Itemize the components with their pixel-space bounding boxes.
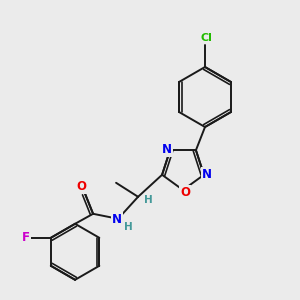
Text: H: H (144, 195, 152, 205)
Text: O: O (180, 185, 190, 199)
Text: H: H (124, 222, 133, 232)
Text: N: N (112, 213, 122, 226)
Text: N: N (202, 168, 212, 181)
Text: F: F (22, 231, 30, 244)
Text: O: O (76, 180, 86, 193)
Text: N: N (162, 143, 172, 156)
Text: Cl: Cl (200, 33, 212, 43)
